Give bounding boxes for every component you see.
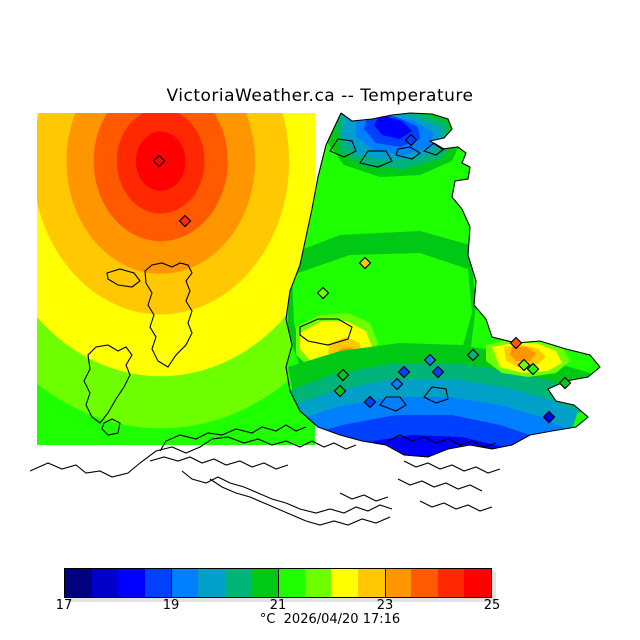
colorbar-band	[251, 569, 278, 597]
station-marker[interactable]: 18.9 °C	[397, 365, 411, 379]
station-marker[interactable]: 20.3 °C	[466, 348, 480, 362]
colorbar-band	[278, 569, 305, 597]
station-markers[interactable]: 24.8 °C 24 °C 22.6 °C 21.5 °C 20.4 °C 20.5 °C…	[152, 133, 572, 424]
east-region-contours	[286, 113, 600, 457]
colorbar-tick-mark	[385, 568, 386, 598]
station-marker[interactable]: 22.6 °C	[358, 256, 372, 270]
colorbar-band	[65, 569, 92, 597]
colorbar-band	[91, 569, 119, 597]
colorbar-tick-mark	[278, 568, 279, 598]
colorbar-band	[224, 569, 252, 597]
colorbar-band	[198, 569, 225, 597]
station-marker[interactable]: 21.5 °C	[316, 286, 330, 300]
station-marker[interactable]: 21.7 °C	[517, 358, 531, 372]
station-marker[interactable]: 20.6 °C	[558, 376, 572, 390]
colorbar-band	[118, 569, 145, 597]
station-marker[interactable]: 19.3 °C	[390, 377, 404, 391]
colorbar-band	[411, 569, 438, 597]
colorbar-tick-mark	[171, 568, 172, 598]
station-marker[interactable]: 20.5 °C	[336, 368, 350, 382]
station-marker[interactable]: 20.4 °C	[333, 384, 347, 398]
coastline-south-outline	[29, 424, 501, 526]
colorbar	[64, 568, 496, 602]
station-marker[interactable]: 19.4 °C	[423, 353, 437, 367]
colorbar-tick-label: 25	[483, 598, 501, 613]
colorbar-band	[357, 569, 385, 597]
temperature-map[interactable]: 24.8 °C 24 °C 22.6 °C 21.5 °C 20.4 °C 20.5 °C…	[0, 105, 640, 555]
colorbar-tick-labels: 17 19 21 23 25	[56, 598, 501, 614]
map-canvas[interactable]: 24.8 °C 24 °C 22.6 °C 21.5 °C 20.4 °C 20.5 °C…	[0, 105, 640, 555]
station-marker[interactable]: 19 °C	[431, 365, 445, 379]
northwest-data-block	[37, 113, 315, 445]
station-marker[interactable]: 18.6 °C	[363, 395, 377, 409]
colorbar-band	[437, 569, 465, 597]
colorbar-tick-label: 23	[376, 598, 394, 613]
station-marker[interactable]: 24 °C	[178, 214, 192, 228]
colorbar-tick-label: 19	[162, 598, 180, 613]
colorbar-band	[464, 569, 491, 597]
coastline-northwest-islands	[83, 262, 193, 436]
station-marker[interactable]: 21.4 °C	[526, 362, 540, 376]
station-marker[interactable]: 23.6 °C	[509, 336, 523, 350]
colorbar-band	[384, 569, 412, 597]
colorbar-band	[171, 569, 199, 597]
colorbar-band	[304, 569, 332, 597]
colorbar-band	[144, 569, 172, 597]
page-title: VictoriaWeather.ca -- Temperature	[166, 86, 474, 106]
colorbar-caption: °C 2026/04/20 17:16	[259, 612, 401, 627]
colorbar-band	[331, 569, 358, 597]
colorbar-tick-label: 21	[269, 598, 287, 613]
colorbar-tick-label: 17	[55, 598, 73, 613]
station-marker[interactable]: 18.4 °C	[542, 410, 556, 424]
station-marker[interactable]: 24.8 °C	[152, 154, 166, 168]
station-marker[interactable]: 18.8 °C	[404, 133, 418, 147]
